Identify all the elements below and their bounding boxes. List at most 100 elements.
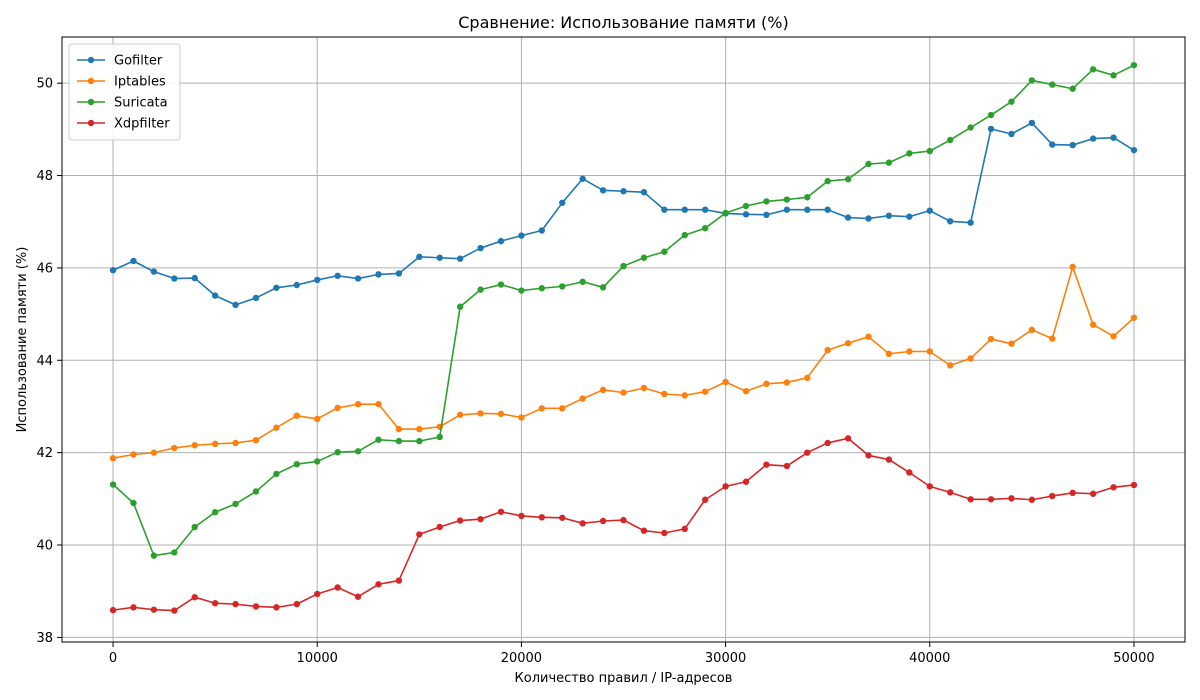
data-point-gofilter: [1130, 146, 1138, 154]
data-point-gofilter: [518, 232, 525, 239]
data-point-suricata: [987, 111, 995, 119]
data-point-gofilter: [559, 199, 566, 206]
legend: Gofilter Iptables Suricata Xdpfilter: [68, 43, 181, 141]
data-point-suricata: [946, 136, 954, 144]
data-point-iptables: [885, 350, 893, 358]
data-point-gofilter: [742, 211, 750, 218]
y-tick-label: 42: [36, 446, 53, 461]
data-point-xdpfilter: [130, 604, 137, 611]
data-point-suricata: [865, 160, 872, 168]
data-point-suricata: [191, 523, 198, 531]
data-point-gofilter: [681, 206, 688, 213]
data-point-gofilter: [783, 206, 791, 213]
y-axis-label: Использование памяти (%): [15, 247, 30, 433]
data-point-gofilter: [885, 212, 893, 219]
data-point-suricata: [354, 448, 362, 455]
data-point-iptables: [804, 374, 811, 382]
data-point-xdpfilter: [722, 483, 729, 490]
data-point-xdpfilter: [1049, 492, 1056, 500]
data-point-iptables: [701, 388, 709, 395]
data-point-gofilter: [824, 206, 831, 213]
data-point-xdpfilter: [620, 516, 627, 524]
data-point-suricata: [661, 248, 668, 255]
data-point-suricata: [211, 509, 219, 516]
data-point-iptables: [1008, 340, 1015, 347]
data-point-gofilter: [252, 294, 260, 302]
data-point-iptables: [518, 414, 525, 421]
data-point-xdpfilter: [804, 449, 811, 456]
data-point-iptables: [946, 362, 954, 369]
data-point-gofilter: [1089, 135, 1097, 142]
data-point-suricata: [742, 202, 750, 210]
data-point-xdpfilter: [273, 604, 280, 611]
x-tick-label: 10000: [297, 651, 338, 666]
data-point-xdpfilter: [559, 514, 566, 521]
data-point-suricata: [252, 488, 260, 495]
data-point-gofilter: [150, 268, 158, 275]
data-point-iptables: [1049, 335, 1056, 342]
data-point-iptables: [191, 442, 198, 449]
data-point-gofilter: [763, 211, 770, 219]
data-point-xdpfilter: [211, 600, 219, 607]
ticks: 0 10000 20000 30000 40000 50000 38 40 42 44 46 48 50: [36, 77, 1154, 666]
data-point-suricata: [232, 500, 239, 508]
data-point-xdpfilter: [926, 483, 933, 490]
data-point-iptables: [1130, 314, 1138, 321]
data-point-gofilter: [1069, 141, 1076, 149]
data-point-iptables: [477, 410, 484, 417]
data-point-suricata: [1028, 77, 1036, 84]
data-point-iptables: [538, 405, 546, 412]
x-tick-label: 40000: [909, 651, 950, 666]
data-point-iptables: [844, 339, 852, 347]
data-point-suricata: [293, 460, 301, 468]
x-tick-label: 50000: [1113, 651, 1154, 666]
legend-marker-xdpfilter: [87, 119, 95, 127]
data-point-xdpfilter: [334, 584, 341, 591]
data-point-gofilter: [171, 275, 178, 282]
legend-box: [68, 43, 181, 141]
data-point-suricata: [763, 198, 770, 205]
data-point-xdpfilter: [150, 606, 158, 613]
data-point-xdpfilter: [436, 523, 443, 531]
data-point-gofilter: [497, 237, 505, 245]
data-point-suricata: [783, 196, 791, 203]
data-point-iptables: [926, 348, 933, 355]
data-point-gofilter: [1049, 141, 1056, 148]
data-point-gofilter: [232, 301, 239, 309]
data-point-xdpfilter: [1130, 481, 1138, 489]
x-tick-label: 30000: [705, 651, 746, 666]
data-point-iptables: [109, 454, 117, 462]
data-point-iptables: [620, 389, 627, 396]
data-point-xdpfilter: [538, 514, 546, 521]
data-point-xdpfilter: [252, 603, 260, 610]
data-point-suricata: [1110, 72, 1117, 79]
legend-marker-suricata: [87, 98, 95, 106]
data-point-gofilter: [293, 281, 301, 289]
data-point-suricata: [538, 285, 546, 292]
data-point-xdpfilter: [599, 517, 607, 525]
data-point-iptables: [171, 444, 178, 452]
data-point-xdpfilter: [885, 456, 893, 463]
data-point-suricata: [824, 177, 831, 185]
data-point-xdpfilter: [967, 496, 974, 503]
data-point-iptables: [865, 333, 872, 340]
data-point-gofilter: [436, 254, 443, 261]
y-tick-label: 48: [36, 169, 53, 184]
data-point-iptables: [130, 451, 137, 458]
data-point-iptables: [906, 348, 913, 355]
legend-label-xdpfilter: Xdpfilter: [114, 117, 170, 132]
data-point-gofilter: [906, 213, 913, 220]
data-point-iptables: [456, 411, 464, 418]
data-point-suricata: [477, 286, 484, 293]
data-point-iptables: [252, 436, 260, 444]
data-point-suricata: [314, 458, 321, 465]
data-point-suricata: [334, 448, 341, 456]
data-point-suricata: [599, 284, 607, 291]
data-point-xdpfilter: [661, 529, 668, 537]
data-point-gofilter: [456, 255, 464, 262]
data-point-suricata: [559, 283, 566, 290]
data-point-suricata: [273, 470, 280, 478]
data-point-iptables: [559, 405, 566, 412]
data-point-suricata: [375, 436, 382, 443]
data-point-xdpfilter: [763, 461, 770, 468]
